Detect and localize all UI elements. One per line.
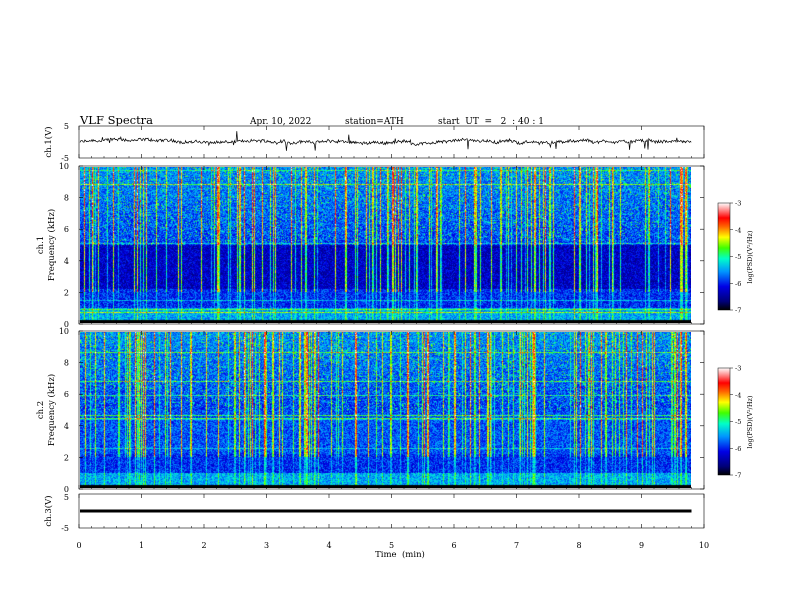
time-tick-label: 0 [76, 541, 81, 550]
time-axis: 0 1 2 3 4 5 6 7 8 9 10 [76, 126, 709, 550]
frequency-tick-label: 0 [64, 320, 69, 329]
ch1-frequency-ylabel: Frequency (kHz) [46, 209, 57, 281]
date-label: Apr. 10, 2022 [249, 117, 311, 127]
colorbar-tick-label: -5 [735, 418, 741, 426]
ch3-ytick-top: 5 [64, 493, 69, 502]
ch1-colorbar: -3 -4 -5 -6 -7 log(PSD)(V²/Hz) [717, 200, 754, 315]
ch2-channel-label: ch.2 [36, 401, 46, 419]
ch1-colorbar-label: log(PSD)(V²/Hz) [746, 230, 754, 283]
frequency-tick-label: 8 [64, 194, 69, 203]
colorbar-tick-label: -3 [735, 365, 741, 373]
ch1-ytick-top: 5 [64, 122, 69, 131]
frequency-tick-label: 2 [64, 288, 69, 297]
ch1-waveform-panel: 5 -5 ch.1(V) [43, 122, 705, 163]
colorbar-tick-label: -7 [735, 472, 741, 480]
colorbar-tick-label: -7 [735, 307, 741, 315]
chart-title: VLF Spectra [79, 113, 153, 127]
ch2-colorbar-gradient [717, 367, 731, 476]
start-time-label: start UT = 2 : 40 : 1 [438, 117, 544, 127]
frequency-tick-label: 6 [64, 225, 69, 234]
ch1-spectrogram-panel: ch.1 Frequency (kHz) 0 2 4 6 8 10 [36, 162, 705, 329]
time-axis-label: Time (min) [375, 549, 425, 560]
ch2-spectrogram-panel: ch.2 Frequency (kHz) 0 2 4 6 8 10 [36, 327, 705, 494]
ch2-colorbar: -3 -4 -5 -6 -7 log(PSD)(V²/Hz) [717, 365, 754, 480]
time-tick-label: 9 [639, 541, 644, 550]
frequency-tick-label: 2 [64, 453, 69, 462]
time-tick-label: 8 [576, 541, 581, 550]
ch1-spectrogram-image [80, 167, 691, 323]
frequency-tick-label: 10 [59, 327, 69, 336]
ch2-frequency-ticks: 0 2 4 6 8 10 [59, 327, 704, 494]
frequency-tick-label: 10 [59, 162, 69, 171]
ch1-frequency-ticks: 0 2 4 6 8 10 [59, 162, 704, 329]
ch1-colorbar-ticks: -3 -4 -5 -6 -7 [730, 200, 741, 315]
ch2-colorbar-label: log(PSD)(V²/Hz) [746, 395, 754, 448]
time-tick-label: 6 [451, 541, 456, 550]
ch1-waveform-frame [78, 125, 705, 159]
time-tick-label: 2 [201, 541, 206, 550]
ch1-channel-label: ch.1 [36, 236, 46, 254]
station-label: station=ATH [345, 117, 404, 127]
ch3-ytick-bottom: -5 [61, 524, 69, 533]
time-tick-label: 1 [139, 541, 144, 550]
frequency-tick-label: 0 [64, 485, 69, 494]
frequency-tick-label: 4 [64, 422, 69, 431]
frequency-tick-label: 8 [64, 359, 69, 368]
frequency-tick-label: 4 [64, 257, 69, 266]
time-tick-label: 4 [326, 541, 331, 550]
ch1-ytick-bottom: -5 [61, 154, 69, 163]
ch2-colorbar-ticks: -3 -4 -5 -6 -7 [730, 365, 741, 480]
ch2-spectrogram-image [80, 332, 691, 488]
time-tick-label: 10 [699, 541, 709, 550]
time-tick-label: 3 [264, 541, 269, 550]
colorbar-tick-label: -6 [735, 445, 741, 453]
colorbar-tick-label: -3 [735, 200, 741, 208]
colorbar-tick-label: -5 [735, 253, 741, 261]
frequency-tick-label: 6 [64, 390, 69, 399]
ch1-waveform-ylabel: ch.1(V) [43, 126, 54, 157]
ch3-waveform-panel: 5 -5 ch.3(V) [43, 493, 705, 533]
colorbar-tick-label: -4 [735, 391, 741, 399]
ch2-frequency-ylabel: Frequency (kHz) [46, 374, 57, 446]
time-tick-label: 7 [514, 541, 519, 550]
time-tick-label: 5 [389, 541, 394, 550]
ch1-colorbar-gradient [717, 202, 731, 311]
ch1-waveform-line [79, 131, 692, 151]
colorbar-tick-label: -4 [735, 226, 741, 234]
colorbar-tick-label: -6 [735, 280, 741, 288]
ch3-waveform-ylabel: ch.3(V) [43, 495, 54, 526]
